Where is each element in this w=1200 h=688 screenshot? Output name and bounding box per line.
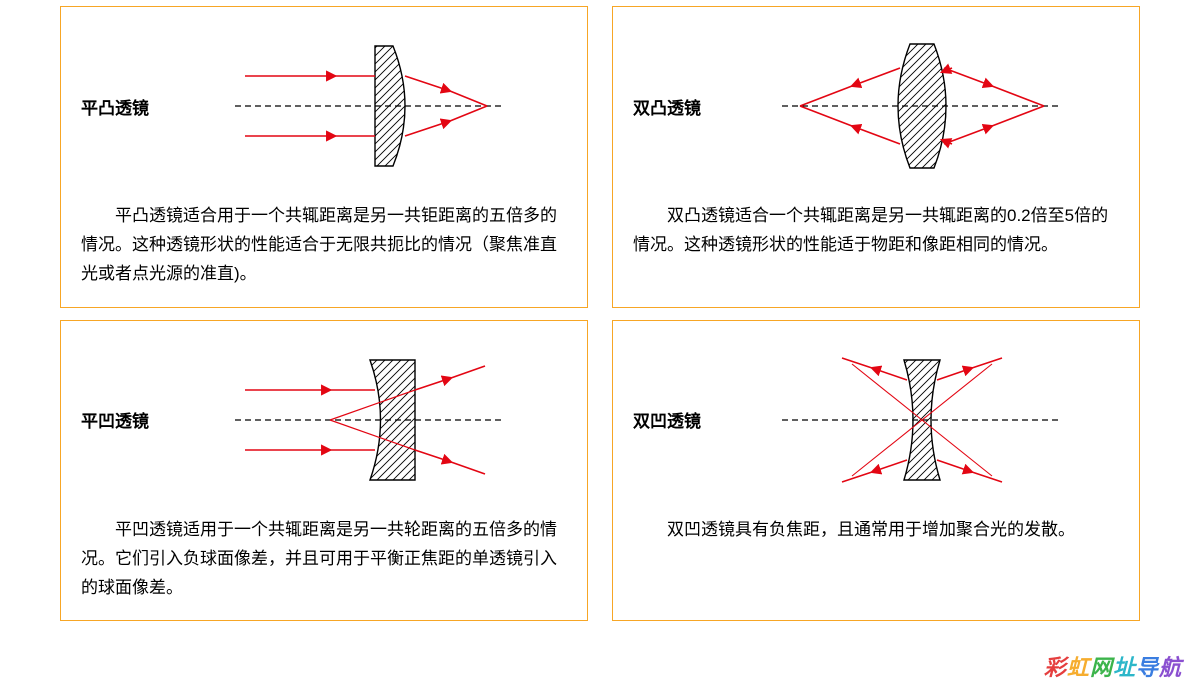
lens-description: 平凹透镜适用于一个共辄距离是另一共轮距离的五倍多的情况。它们引入负球面像差，并且… <box>81 515 567 603</box>
diagram-biconcave <box>725 350 1119 490</box>
card-plano-concave: 平凹透镜 <box>60 320 588 622</box>
diagram-row: 双凸透镜 <box>633 21 1119 191</box>
watermark-char: 址 <box>1113 655 1136 680</box>
lens-label: 双凹透镜 <box>633 407 713 432</box>
lens-description: 平凸透镜适合用于一个共辄距离是另一共钜距离的五倍多的情况。这种透镜形状的性能适合… <box>81 201 567 289</box>
lens-description: 双凸透镜适合一个共辄距离是另一共辄距离的0.2倍至5倍的情况。这种透镜形状的性能… <box>633 201 1119 259</box>
diagram-plano-concave <box>173 350 567 490</box>
diagram-plano-convex <box>173 36 567 176</box>
diagram-row: 平凹透镜 <box>81 335 567 505</box>
watermark-char: 虹 <box>1067 655 1090 680</box>
watermark-char: 网 <box>1090 655 1113 680</box>
diagram-row: 双凹透镜 <box>633 335 1119 505</box>
lens-label: 平凸透镜 <box>81 94 161 119</box>
lens-card-grid: 平凸透镜 <box>0 6 1200 621</box>
watermark-char: 彩 <box>1044 655 1067 680</box>
lens-label: 双凸透镜 <box>633 94 713 119</box>
diagram-biconvex <box>725 36 1119 176</box>
diagram-row: 平凸透镜 <box>81 21 567 191</box>
watermark: 彩虹网址导航 <box>1044 650 1182 682</box>
watermark-char: 航 <box>1159 655 1182 680</box>
card-plano-convex: 平凸透镜 <box>60 6 588 308</box>
lens-label: 平凹透镜 <box>81 407 161 432</box>
card-biconcave: 双凹透镜 <box>612 320 1140 622</box>
watermark-char: 导 <box>1136 655 1159 680</box>
lens-description: 双凹透镜具有负焦距，且通常用于增加聚合光的发散。 <box>633 515 1119 544</box>
card-biconvex: 双凸透镜 <box>612 6 1140 308</box>
